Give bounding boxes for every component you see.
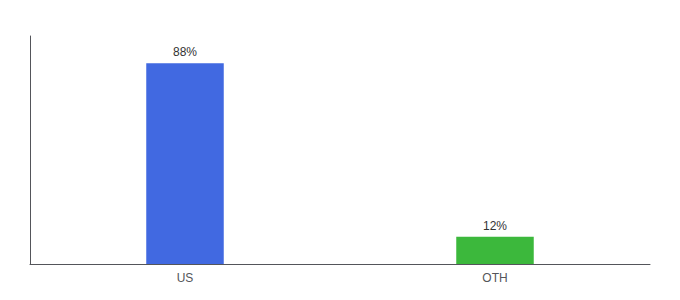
svg-text:88%: 88% [173,45,197,59]
svg-text:OTH: OTH [482,271,507,285]
svg-text:12%: 12% [483,219,507,233]
svg-text:US: US [177,271,194,285]
